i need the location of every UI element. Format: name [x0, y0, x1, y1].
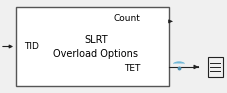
Text: TID: TID [24, 42, 39, 51]
Text: SLRT
Overload Options: SLRT Overload Options [53, 35, 138, 58]
Text: TET: TET [123, 64, 140, 73]
Text: Count: Count [113, 14, 140, 23]
FancyBboxPatch shape [16, 7, 168, 86]
